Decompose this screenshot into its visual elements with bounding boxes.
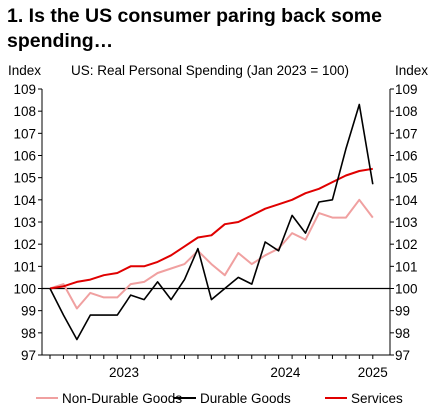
legend-label-durable-goods: Durable Goods [200,391,291,406]
y-axis-label-left: Index [8,63,41,78]
y-axis-label-right: Index [395,63,428,78]
y-tick-label-right: 97 [395,348,410,363]
x-tick-label: 2023 [109,365,139,380]
y-tick-label-left: 100 [13,282,36,297]
series-line-durable-goods [49,103,374,341]
y-tick-label-right: 99 [395,304,410,319]
series-group [49,103,374,341]
y-tick-label-right: 107 [395,126,418,141]
y-tick-label-right: 109 [395,82,418,97]
y-tick-label-right: 106 [395,149,418,164]
y-tick-label-left: 108 [13,104,36,119]
y-tick-label-right: 101 [395,259,418,274]
y-tick-label-left: 97 [21,348,36,363]
axes: 97 97 98 98 99 99 100 100 101 101 102 102 103 103 104 1… [13,82,418,380]
chart-subtitle: US: Real Personal Spending (Jan 2023 = 1… [71,63,349,78]
y-tick-label-right: 98 [395,326,410,341]
y-tick-label-right: 108 [395,104,418,119]
y-tick-label-right: 102 [395,237,418,252]
y-tick-label-right: 103 [395,215,418,230]
y-tick-label-right: 104 [395,193,418,208]
legend-label-non-durable-goods: Non-Durable Goods [62,391,182,406]
y-tick-label-left: 103 [13,215,36,230]
y-tick-label-left: 98 [21,326,36,341]
y-tick-label-left: 106 [13,149,36,164]
y-tick-label-left: 101 [13,259,36,274]
y-tick-label-left: 105 [13,171,36,186]
legend-label-services: Services [351,391,403,406]
x-tick-label: 2024 [270,365,301,380]
x-tick-label: 2025 [358,365,388,380]
y-tick-label-left: 107 [13,126,36,141]
series-line-services [49,167,373,290]
chart-title: 1. Is the US consumer paring back some s… [7,5,382,52]
y-tick-label-left: 102 [13,237,36,252]
y-tick-label-right: 105 [395,171,418,186]
series-line-non-durable-goods [49,198,374,310]
y-tick-label-left: 99 [21,304,36,319]
y-tick-label-right: 100 [395,282,418,297]
y-tick-label-left: 104 [13,193,36,208]
legend: Non-Durable Goods Durable Goods Services [36,391,403,406]
y-tick-label-left: 109 [13,82,36,97]
